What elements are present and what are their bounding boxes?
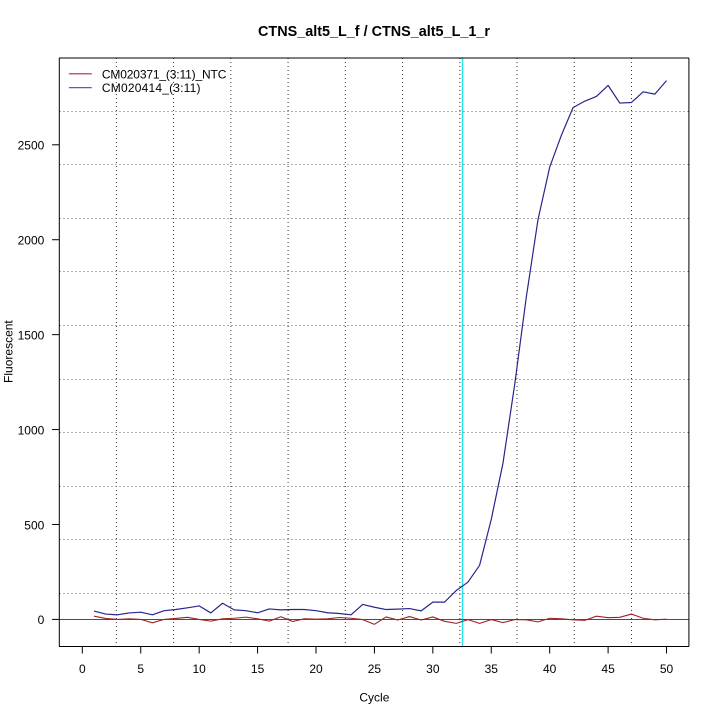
svg-text:25: 25 [368,662,382,676]
svg-text:0: 0 [79,662,86,676]
svg-text:Cycle: Cycle [359,690,389,704]
svg-text:1500: 1500 [18,328,45,342]
svg-text:30: 30 [426,662,440,676]
svg-text:10: 10 [192,662,206,676]
svg-text:45: 45 [601,662,615,676]
svg-text:20: 20 [309,662,323,676]
svg-text:15: 15 [251,662,265,676]
svg-text:0: 0 [38,613,45,627]
svg-text:50: 50 [660,662,674,676]
svg-text:500: 500 [24,518,44,532]
svg-text:1000: 1000 [18,423,45,437]
svg-text:40: 40 [543,662,557,676]
svg-text:2500: 2500 [18,139,45,153]
svg-text:CM020371_(3:11)_NTC: CM020371_(3:11)_NTC [102,67,227,81]
svg-text:5: 5 [137,662,144,676]
svg-text:Fluorescent: Fluorescent [2,320,16,383]
svg-text:CM020414_(3:11): CM020414_(3:11) [102,81,201,95]
svg-text:35: 35 [485,662,499,676]
svg-text:CTNS_alt5_L_f / CTNS_alt5_L_1_: CTNS_alt5_L_f / CTNS_alt5_L_1_r [258,24,490,40]
svg-text:2000: 2000 [18,234,45,248]
